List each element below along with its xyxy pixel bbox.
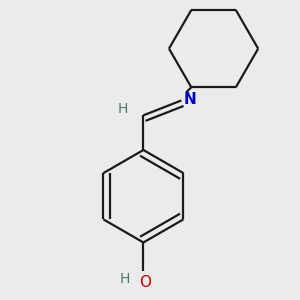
- Text: H: H: [120, 272, 130, 286]
- Text: H: H: [118, 102, 128, 116]
- Text: N: N: [183, 92, 196, 106]
- Text: O: O: [139, 275, 151, 290]
